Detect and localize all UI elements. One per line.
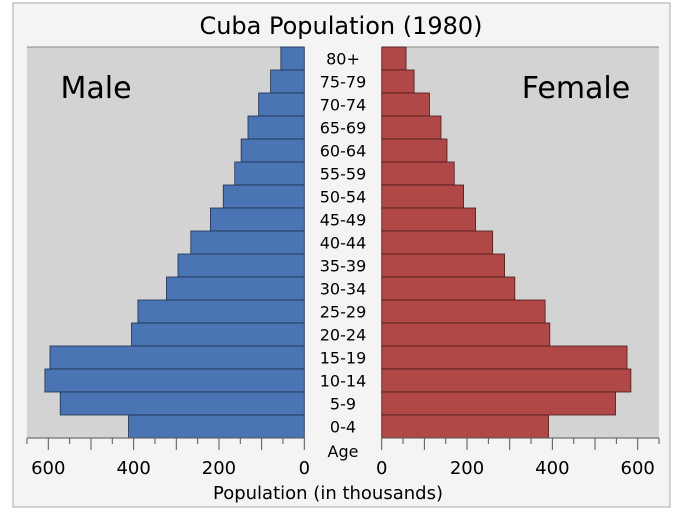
bar-male-40-44	[190, 230, 305, 255]
bar-male-10-14	[44, 368, 305, 393]
age-category-label: 65-69	[320, 119, 367, 138]
bar-female-35-39	[381, 253, 505, 278]
x-tick-label-right: 600	[621, 458, 655, 479]
age-category-label: 5-9	[330, 395, 356, 414]
bar-female-50-54	[381, 184, 465, 209]
x-tick-label-left: 600	[31, 458, 65, 479]
x-tick-label-left: 0	[299, 458, 310, 479]
x-tick-label-right: 200	[450, 458, 484, 479]
bar-male-15-19	[49, 345, 305, 370]
bar-male-60-64	[240, 138, 305, 163]
bar-male-75-79	[270, 69, 305, 94]
bar-male-5-9	[59, 391, 305, 416]
bar-female-55-59	[381, 161, 455, 186]
age-category-label: 40-44	[320, 234, 367, 253]
age-category-label: 20-24	[320, 326, 367, 345]
age-category-label: 60-64	[320, 142, 367, 161]
bar-female-15-19	[381, 345, 628, 370]
bar-male-65-69	[247, 115, 305, 140]
x-tick-label-left: 400	[116, 458, 150, 479]
age-category-label: 45-49	[320, 211, 367, 230]
age-category-label: 15-19	[320, 349, 367, 368]
bar-female-45-49	[381, 207, 476, 232]
bar-male-55-59	[234, 161, 305, 186]
bar-male-80+	[280, 46, 305, 71]
legend-male: Male	[60, 71, 131, 106]
bar-female-80+	[381, 46, 407, 71]
bar-female-65-69	[381, 115, 442, 140]
age-category-label: 50-54	[320, 188, 367, 207]
bar-female-10-14	[381, 368, 632, 393]
age-category-label: 75-79	[320, 73, 367, 92]
x-axis-label: Population (in thousands)	[213, 483, 443, 504]
age-category-label: 25-29	[320, 303, 367, 322]
bar-male-70-74	[258, 92, 305, 117]
bar-female-60-64	[381, 138, 448, 163]
bar-female-30-34	[381, 276, 516, 301]
age-category-label: 55-59	[320, 165, 367, 184]
age-category-label: 80+	[326, 50, 360, 69]
age-category-label: 30-34	[320, 280, 367, 299]
bar-male-20-24	[131, 322, 305, 347]
bar-female-70-74	[381, 92, 430, 117]
y-axis-label: Age	[328, 442, 359, 461]
chart-title: Cuba Population (1980)	[199, 12, 482, 40]
bar-male-50-54	[222, 184, 305, 209]
age-category-label: 35-39	[320, 257, 367, 276]
legend-female: Female	[522, 71, 630, 106]
bar-male-30-34	[166, 276, 305, 301]
bar-male-35-39	[177, 253, 305, 278]
bar-male-45-49	[210, 207, 305, 232]
bar-female-5-9	[381, 391, 616, 416]
bar-female-75-79	[381, 69, 415, 94]
bar-female-0-4	[381, 414, 549, 439]
bar-male-25-29	[137, 299, 305, 324]
age-category-label: 0-4	[330, 418, 356, 437]
bar-female-25-29	[381, 299, 546, 324]
age-category-label: 70-74	[320, 96, 367, 115]
bar-female-20-24	[381, 322, 551, 347]
x-tick-label-left: 200	[202, 458, 236, 479]
x-tick-label-right: 400	[535, 458, 569, 479]
x-tick-label-right: 0	[376, 458, 387, 479]
bar-female-40-44	[381, 230, 494, 255]
bar-male-0-4	[128, 414, 305, 439]
age-category-label: 10-14	[320, 372, 367, 391]
